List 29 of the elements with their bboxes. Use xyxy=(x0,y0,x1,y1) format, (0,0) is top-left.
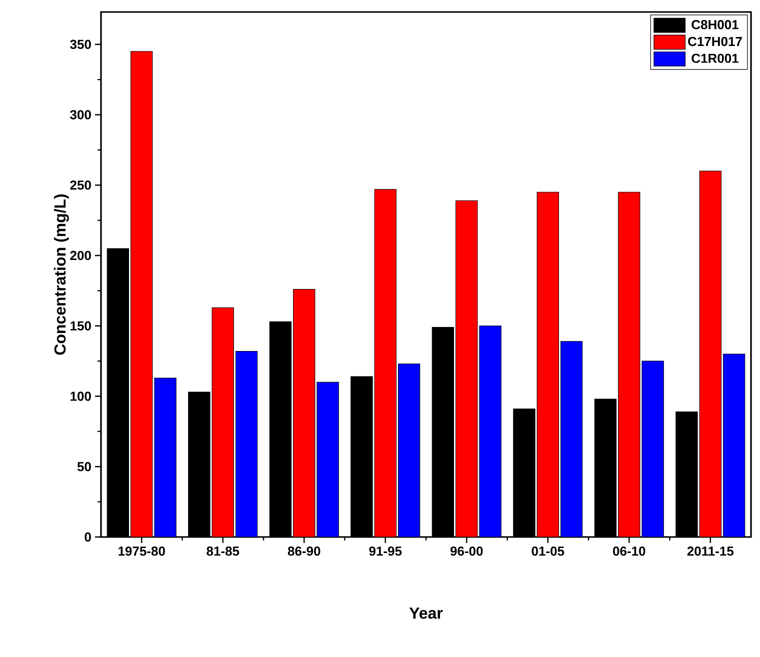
x-axis-title: Year xyxy=(409,608,443,619)
bar xyxy=(130,51,153,537)
bar xyxy=(699,170,722,537)
x-tick-label: 2011-15 xyxy=(687,546,734,556)
bar xyxy=(618,192,640,537)
legend-label: C1R001 xyxy=(692,54,738,63)
x-tick-label: 91-95 xyxy=(369,546,402,556)
x-tick-label: 81-85 xyxy=(206,546,240,556)
y-tick-label: 150 xyxy=(70,321,91,330)
y-tick-label: 100 xyxy=(70,392,91,401)
x-tick-label: 06-10 xyxy=(613,546,646,556)
x-tick-label: 86-90 xyxy=(288,546,320,556)
bar xyxy=(374,189,396,537)
x-tick-label: 96-00 xyxy=(450,546,483,556)
y-tick-label: 300 xyxy=(70,110,91,120)
y-tick-label: 350 xyxy=(70,40,91,49)
x-tick-label: 01-05 xyxy=(532,546,564,556)
legend-label: C8H001 xyxy=(692,20,738,30)
y-tick-label: 200 xyxy=(70,250,91,260)
y-tick-label: 0 xyxy=(84,532,91,542)
bar xyxy=(293,289,316,537)
x-tick-label: 1975-80 xyxy=(118,546,165,556)
bar xyxy=(212,307,234,537)
bar xyxy=(536,192,559,537)
y-tick-label: 250 xyxy=(70,180,91,190)
legend-label: C17H017 xyxy=(688,36,742,46)
y-tick-label: 50 xyxy=(77,462,91,472)
bar xyxy=(456,200,478,537)
y-axis-title: Concentration (mg/L) xyxy=(54,194,69,355)
